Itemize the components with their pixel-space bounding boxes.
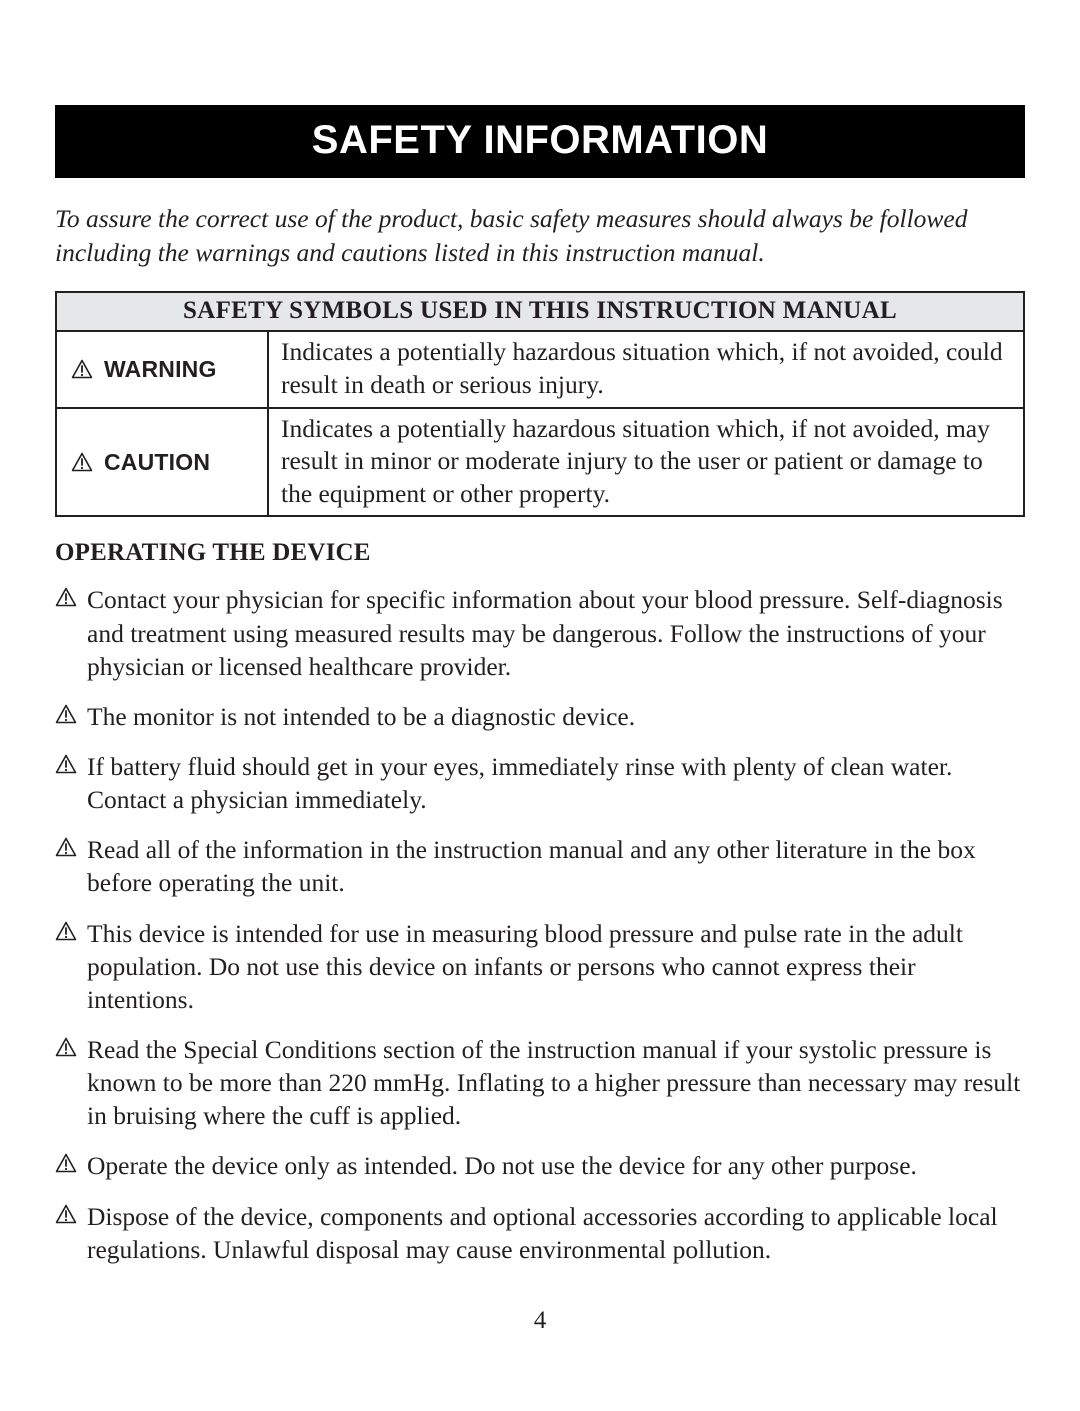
list-item-text: This device is intended for use in measu… [87,917,1025,1016]
warning-triangle-icon [55,587,77,607]
caution-label: CAUTION [104,449,210,476]
list-item-text: The monitor is not intended to be a diag… [87,700,635,733]
warning-label: WARNING [104,356,217,383]
caution-desc: Indicates a potentially hazardous situat… [268,408,1024,517]
list-item-text: Contact your physician for specific info… [87,583,1025,682]
list-item: Operate the device only as intended. Do … [55,1149,1025,1182]
table-row: CAUTION Indicates a potentially hazardou… [56,408,1024,517]
warning-desc: Indicates a potentially hazardous situat… [268,331,1024,407]
label-cell-warning: WARNING [56,331,268,407]
manual-page: SAFETY INFORMATION To assure the correct… [0,0,1080,1411]
list-item-text: Read all of the information in the instr… [87,833,1025,899]
page-title: SAFETY INFORMATION [55,105,1025,178]
list-item-text: Dispose of the device, components and op… [87,1200,1025,1266]
table-header: SAFETY SYMBOLS USED IN THIS INSTRUCTION … [56,292,1024,331]
warning-triangle-icon [55,1153,77,1173]
list-item: The monitor is not intended to be a diag… [55,700,1025,733]
list-item: Contact your physician for specific info… [55,583,1025,682]
warning-list: Contact your physician for specific info… [55,583,1025,1265]
warning-triangle-icon [55,921,77,941]
warning-triangle-icon [55,1204,77,1224]
warning-triangle-icon [55,837,77,857]
list-item: Read the Special Conditions section of t… [55,1033,1025,1132]
warning-triangle-icon [55,704,77,724]
intro-text: To assure the correct use of the product… [55,202,1025,269]
page-number: 4 [0,1307,1080,1335]
section-heading: OPERATING THE DEVICE [55,539,1025,567]
warning-triangle-icon [55,754,77,774]
label-cell-caution: CAUTION [56,408,268,517]
warning-triangle-icon [71,359,93,379]
safety-symbols-table: SAFETY SYMBOLS USED IN THIS INSTRUCTION … [55,291,1025,517]
list-item-text: Read the Special Conditions section of t… [87,1033,1025,1132]
list-item: Read all of the information in the instr… [55,833,1025,899]
table-row: WARNING Indicates a potentially hazardou… [56,331,1024,407]
warning-triangle-icon [71,452,93,472]
list-item: This device is intended for use in measu… [55,917,1025,1016]
list-item: Dispose of the device, components and op… [55,1200,1025,1266]
list-item-text: If battery fluid should get in your eyes… [87,750,1025,816]
list-item: If battery fluid should get in your eyes… [55,750,1025,816]
warning-triangle-icon [55,1037,77,1057]
list-item-text: Operate the device only as intended. Do … [87,1149,917,1182]
